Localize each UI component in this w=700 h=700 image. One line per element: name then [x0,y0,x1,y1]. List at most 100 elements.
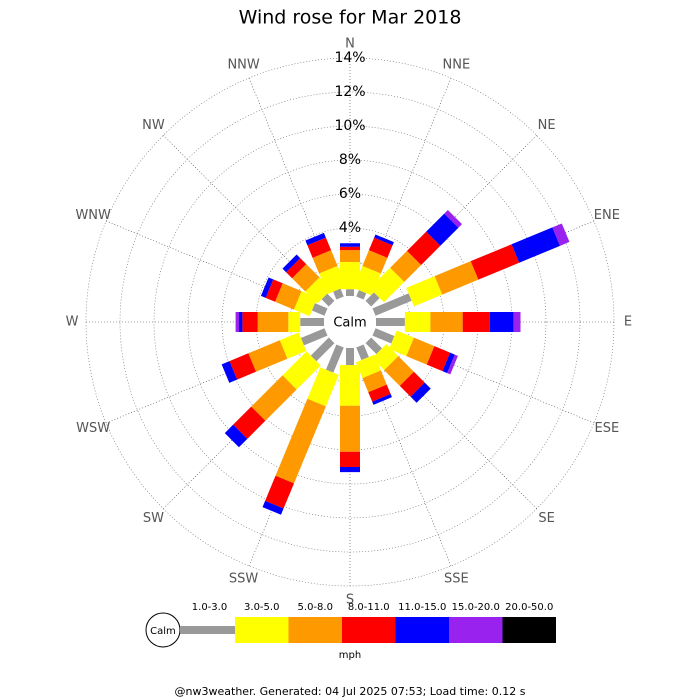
direction-label: SW [143,511,164,526]
bar-segment [340,250,360,262]
bar-segment [365,337,383,355]
r-tick-label: 4% [339,220,361,236]
bar-segment [372,394,392,405]
bar-segment [292,264,320,292]
legend-label: 15.0-20.0 [452,602,500,613]
bar-segment [340,246,360,251]
bar-segment [340,365,360,406]
bar-segment [404,312,431,332]
legend-swatch [502,617,556,643]
r-tick-label: 6% [339,186,361,202]
bar-segment [447,354,458,375]
bar-segment [372,293,412,316]
r-tick-label: 14% [334,50,365,66]
bar-segment [356,344,369,361]
bar-segment [325,344,344,373]
direction-label: WNW [75,208,111,223]
bar-segment [362,370,387,393]
bar-segment [300,318,324,326]
legend-swatch [235,617,289,643]
bar-segment [305,232,326,246]
bar-segment [340,405,360,452]
bar-segment [399,371,425,397]
bar-segment [340,243,360,247]
bar-segment [426,346,451,372]
bar-segment [229,353,256,380]
bar-segment [368,237,393,258]
bar-segment [356,290,367,300]
bar-segment [365,292,380,307]
bar-segment [321,293,335,307]
legend: Calm mph 1.0-3.0 3.0-5.0 5.0-8.0 8.0-11.0 11… [145,602,556,661]
bar-segment [430,312,463,332]
bar-segment [242,312,258,332]
bar-segment [282,351,321,390]
calm-label: Calm [333,316,366,331]
direction-label: SSE [444,571,469,586]
bar-segment [300,328,328,346]
bar-segment [426,213,459,246]
calm-circle [324,296,376,348]
bar-segment [260,277,274,298]
bar-segment [389,330,414,357]
bar-segment [513,312,521,332]
legend-label: 20.0-50.0 [505,602,553,613]
legend-swatch [449,617,503,643]
bar-segment [346,289,354,296]
bar-segment [372,344,399,371]
bar-segment [279,332,307,359]
direction-label: NW [142,118,165,133]
bar-segment [376,318,405,326]
direction-label: WSW [76,421,110,436]
bar-segment [224,424,248,448]
bar-segment [235,312,239,332]
bar-segment [340,262,360,290]
bar-segment [374,234,394,246]
bar-segment [233,406,266,439]
bar-segment [257,312,289,332]
legend-swatch [180,626,235,634]
legend-label: 5.0-8.0 [298,602,333,613]
bar-segment [434,261,479,295]
legend-swatch [288,617,342,643]
direction-label: S [346,593,354,608]
bars [221,209,570,515]
direction-label: N [345,37,355,52]
bar-segment [333,288,344,300]
bar-segment [275,398,326,484]
legend-swatch [395,617,449,643]
direction-label: ESE [594,421,619,436]
bar-segment [282,254,301,273]
bar-segment [462,312,490,332]
bar-segment [251,375,297,421]
bar-segment [372,328,395,344]
bar-segment [239,312,243,332]
r-tick-label: 8% [339,152,361,168]
bar-segment [346,348,354,365]
bar-segment [310,337,335,362]
legend-label: 3.0-5.0 [244,602,279,613]
unit-label: mph [339,650,361,661]
bar-segment [262,500,284,515]
bar-segment [312,250,338,274]
r-tick-label: 10% [334,118,365,134]
bar-segment [390,250,422,282]
direction-label: NNW [227,58,259,73]
bar-segment [340,451,360,467]
bar-segment [489,312,514,332]
footer: @nw3weather. Generated: 04 Jul 2025 07:5… [175,685,526,698]
bar-segment [362,250,388,274]
bar-segment [511,227,561,263]
direction-label: NE [538,118,556,133]
bar-segment [406,337,435,365]
bar-segment [265,279,283,302]
grid-ring [153,125,547,519]
legend-swatch [342,617,396,643]
bar-segment [442,352,455,374]
bar-segment [470,244,520,280]
bar-segment [410,382,431,403]
bar-segment [319,265,347,294]
chart-title: Wind rose for Mar 2018 [239,7,462,29]
bar-segment [311,303,328,316]
